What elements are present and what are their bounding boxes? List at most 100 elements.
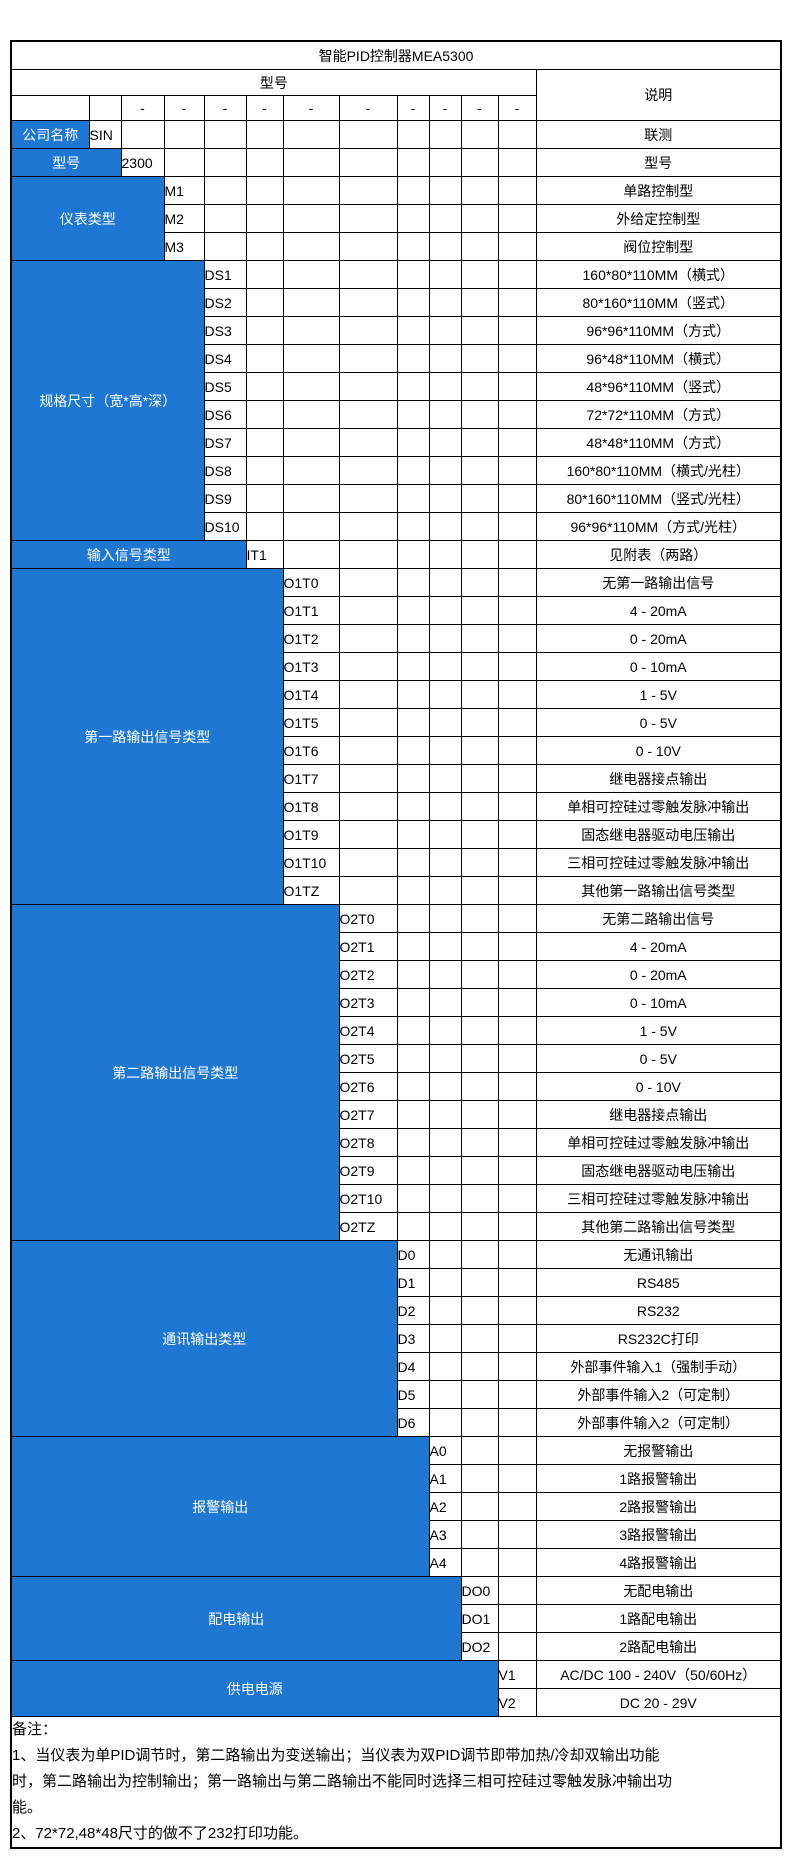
desc-cell: 0 - 5V [535,1044,782,1073]
empty-cell [460,1464,499,1493]
code-cell: DS6 [203,400,247,429]
desc-cell: 0 - 5V [535,708,782,737]
code-cell: O2T4 [338,1016,398,1045]
code-cell: O2T1 [338,932,398,961]
empty-cell [428,1044,462,1073]
option-row: O1T1 4 - 20mA [11,596,782,625]
empty-cell [396,1016,430,1045]
empty-cell [396,904,430,933]
table-title: 智能PID控制器MEA5300 [10,40,782,70]
empty-cell [282,344,340,373]
empty-cell [497,232,537,261]
empty-cell [245,372,284,401]
desc-cell: 单路控制型 [535,176,782,205]
empty-cell [245,232,284,261]
option-row: O2T3 0 - 10mA [11,988,782,1017]
empty-cell [460,568,499,597]
empty-cell [460,988,499,1017]
empty-cell [460,1072,499,1101]
empty-cell [460,372,499,401]
desc-cell: 单相可控硅过零触发脉冲输出 [535,1128,782,1157]
option-row: 通讯输出类型 D0 无通讯输出 [10,1240,782,1437]
dash-separator-cell: - [460,95,499,121]
empty-cell [338,652,398,681]
empty-cell [460,204,499,233]
code-cell: A4 [428,1548,462,1577]
desc-cell: RS485 [535,1268,782,1297]
option-row: V2 DC 20 - 29V [11,1688,782,1717]
empty-cell [460,260,499,289]
empty-cell [460,484,499,513]
empty-cell [282,176,340,205]
empty-cell [396,484,430,513]
empty-cell [497,708,537,737]
section-label: 型号 [10,148,122,177]
option-row: DS5 48*96*110MM（竖式） [11,372,782,401]
empty-cell [497,680,537,709]
empty-cell [282,372,340,401]
empty-cell [428,1212,462,1241]
desc-cell: 三相可控硅过零触发脉冲输出 [535,848,782,877]
empty-cell [282,288,340,317]
empty-cell [497,904,537,933]
empty-cell [428,1184,462,1213]
empty-cell [497,456,537,485]
empty-cell [460,736,499,765]
empty-cell [428,1324,462,1353]
empty-cell [428,484,462,513]
code-cell: D2 [396,1296,430,1325]
empty-cell [428,232,462,261]
desc-cell: 2路报警输出 [535,1492,782,1521]
empty-cell [497,568,537,597]
empty-cell [460,344,499,373]
empty-cell [428,568,462,597]
empty-cell [460,176,499,205]
empty-cell [460,680,499,709]
desc-cell: 0 - 10V [535,736,782,765]
option-row: O2T9 固态继电器驱动电压输出 [11,1156,782,1185]
section-label: 仪表类型 [10,176,165,261]
empty-cell [497,1240,537,1269]
code-cell: D5 [396,1380,430,1409]
option-row: O1T4 1 - 5V [11,680,782,709]
empty-cell [460,1492,499,1521]
empty-cell [338,120,398,149]
empty-cell [396,848,430,877]
code-cell: D6 [396,1408,430,1437]
empty-cell [338,680,398,709]
empty-cell [460,1268,499,1297]
empty-cell [460,652,499,681]
empty-cell [396,568,430,597]
option-row: DS9 80*160*110MM（竖式/光柱） [11,484,782,513]
desc-cell: 其他第一路输出信号类型 [535,876,782,905]
code-cell: V1 [497,1660,537,1689]
empty-cell [282,400,340,429]
empty-cell [396,1184,430,1213]
empty-cell [497,484,537,513]
empty-cell [497,288,537,317]
empty-cell [497,1324,537,1353]
title-row: 智能PID控制器MEA5300 [10,40,782,70]
empty-cell [497,736,537,765]
empty-cell [396,960,430,989]
empty-cell [428,820,462,849]
empty-cell [497,512,537,541]
empty-cell [497,1184,537,1213]
empty-cell [497,848,537,877]
empty-cell [338,512,398,541]
empty-cell [338,148,398,177]
code-cell: DO1 [460,1604,499,1633]
empty-cell [396,540,430,569]
empty-cell [497,372,537,401]
dash-separator-cell: - [338,95,398,121]
empty-cell [396,820,430,849]
empty-cell [497,1632,537,1661]
option-row: 公司名称 SIN 联测 [10,120,782,149]
empty-cell [282,120,340,149]
empty-cell [245,344,284,373]
empty-cell [497,316,537,345]
empty-cell [10,95,90,121]
desc-cell: 4 - 20mA [535,596,782,625]
empty-cell [203,120,247,149]
section-label: 输入信号类型 [10,540,247,569]
